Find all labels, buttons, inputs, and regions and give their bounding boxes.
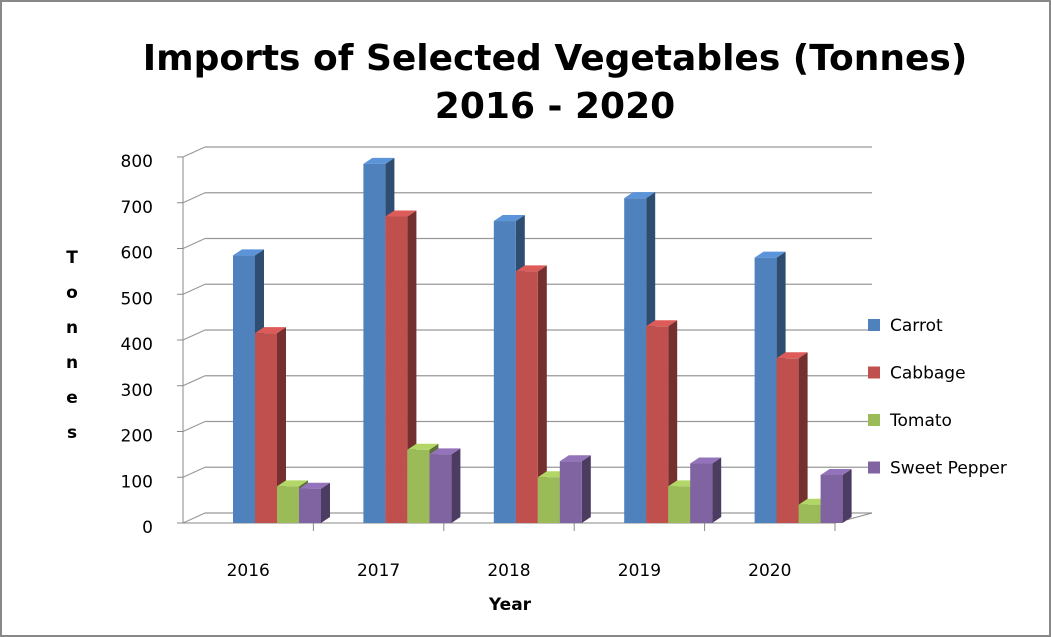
bar-top bbox=[515, 265, 547, 272]
grid-line bbox=[182, 192, 206, 204]
grid-line bbox=[182, 512, 206, 524]
bar-top bbox=[646, 320, 678, 327]
bar-top bbox=[363, 157, 395, 164]
grid-line bbox=[182, 146, 206, 158]
bar-top bbox=[407, 443, 439, 450]
bar-side bbox=[842, 468, 852, 523]
bar-side bbox=[581, 455, 591, 523]
legend-label: Cabbage bbox=[890, 364, 966, 384]
bar-top bbox=[233, 249, 264, 256]
bar-side bbox=[321, 482, 330, 523]
bar bbox=[299, 488, 321, 523]
bar-side bbox=[798, 352, 808, 523]
x-tick-label: 2016 bbox=[227, 561, 270, 581]
bar-top bbox=[690, 457, 722, 464]
legend-swatch bbox=[868, 461, 880, 474]
bar-side bbox=[277, 327, 286, 523]
bar-side bbox=[407, 210, 417, 523]
legend-swatch bbox=[868, 414, 880, 426]
bar bbox=[754, 257, 777, 523]
bar bbox=[624, 198, 647, 524]
bar bbox=[798, 504, 821, 523]
legend-label: Carrot bbox=[890, 316, 943, 336]
bar-side bbox=[712, 457, 722, 523]
bar-top bbox=[299, 482, 330, 489]
bar bbox=[559, 461, 582, 523]
x-tick-label: 2017 bbox=[357, 561, 400, 581]
grid-line bbox=[182, 237, 206, 250]
x-tick-label: 2019 bbox=[618, 561, 661, 581]
grid-line bbox=[182, 466, 206, 478]
bar bbox=[407, 449, 430, 523]
x-axis-label: Year bbox=[488, 595, 532, 615]
chart-title: Imports of Selected Vegetables (Tonnes) bbox=[143, 38, 968, 79]
bar-side bbox=[537, 265, 547, 523]
y-tick-label: 700 bbox=[121, 198, 153, 218]
y-tick-label: 200 bbox=[121, 427, 153, 447]
y-tick-label: 300 bbox=[121, 381, 153, 401]
bar bbox=[668, 486, 691, 523]
legend-swatch bbox=[868, 366, 880, 379]
bar-top bbox=[820, 468, 852, 475]
bar bbox=[255, 333, 277, 523]
bar-top bbox=[776, 352, 808, 359]
bar bbox=[820, 474, 843, 523]
grid-line bbox=[182, 283, 206, 295]
legend-swatch bbox=[868, 319, 880, 331]
x-tick-label: 2020 bbox=[748, 561, 791, 581]
bar-side bbox=[451, 448, 461, 523]
bar-top bbox=[624, 192, 656, 199]
y-tick-label: 0 bbox=[142, 518, 153, 538]
bar-top bbox=[255, 327, 286, 334]
bar bbox=[385, 216, 408, 523]
bar bbox=[515, 271, 538, 523]
bar-top bbox=[429, 448, 461, 455]
y-tick-label: 400 bbox=[121, 335, 153, 355]
y-tick-label: 500 bbox=[121, 289, 153, 309]
bar bbox=[537, 477, 560, 523]
bar-top bbox=[277, 480, 308, 487]
bar bbox=[363, 163, 386, 524]
x-tick-label: 2018 bbox=[487, 561, 530, 581]
grid-line bbox=[182, 375, 206, 387]
bar bbox=[493, 221, 516, 524]
bar-top bbox=[559, 455, 591, 462]
y-tick-label: 800 bbox=[121, 152, 153, 172]
y-tick-label: 600 bbox=[121, 244, 153, 264]
legend-label: Sweet Pepper bbox=[890, 459, 1007, 479]
grid-line bbox=[182, 420, 206, 433]
bar bbox=[690, 463, 713, 523]
bar bbox=[277, 486, 299, 523]
bar-top bbox=[493, 215, 525, 222]
y-tick-label: 100 bbox=[121, 472, 153, 492]
bar-top bbox=[385, 210, 417, 217]
bar bbox=[233, 255, 255, 524]
chart-title: 2016 - 2020 bbox=[435, 86, 675, 127]
bar-top bbox=[754, 251, 786, 258]
bar bbox=[646, 326, 669, 523]
bar bbox=[776, 358, 799, 523]
legend-label: Tomato bbox=[889, 411, 952, 431]
grid-line bbox=[182, 329, 206, 341]
bar-side bbox=[668, 320, 678, 523]
bar bbox=[429, 454, 452, 523]
